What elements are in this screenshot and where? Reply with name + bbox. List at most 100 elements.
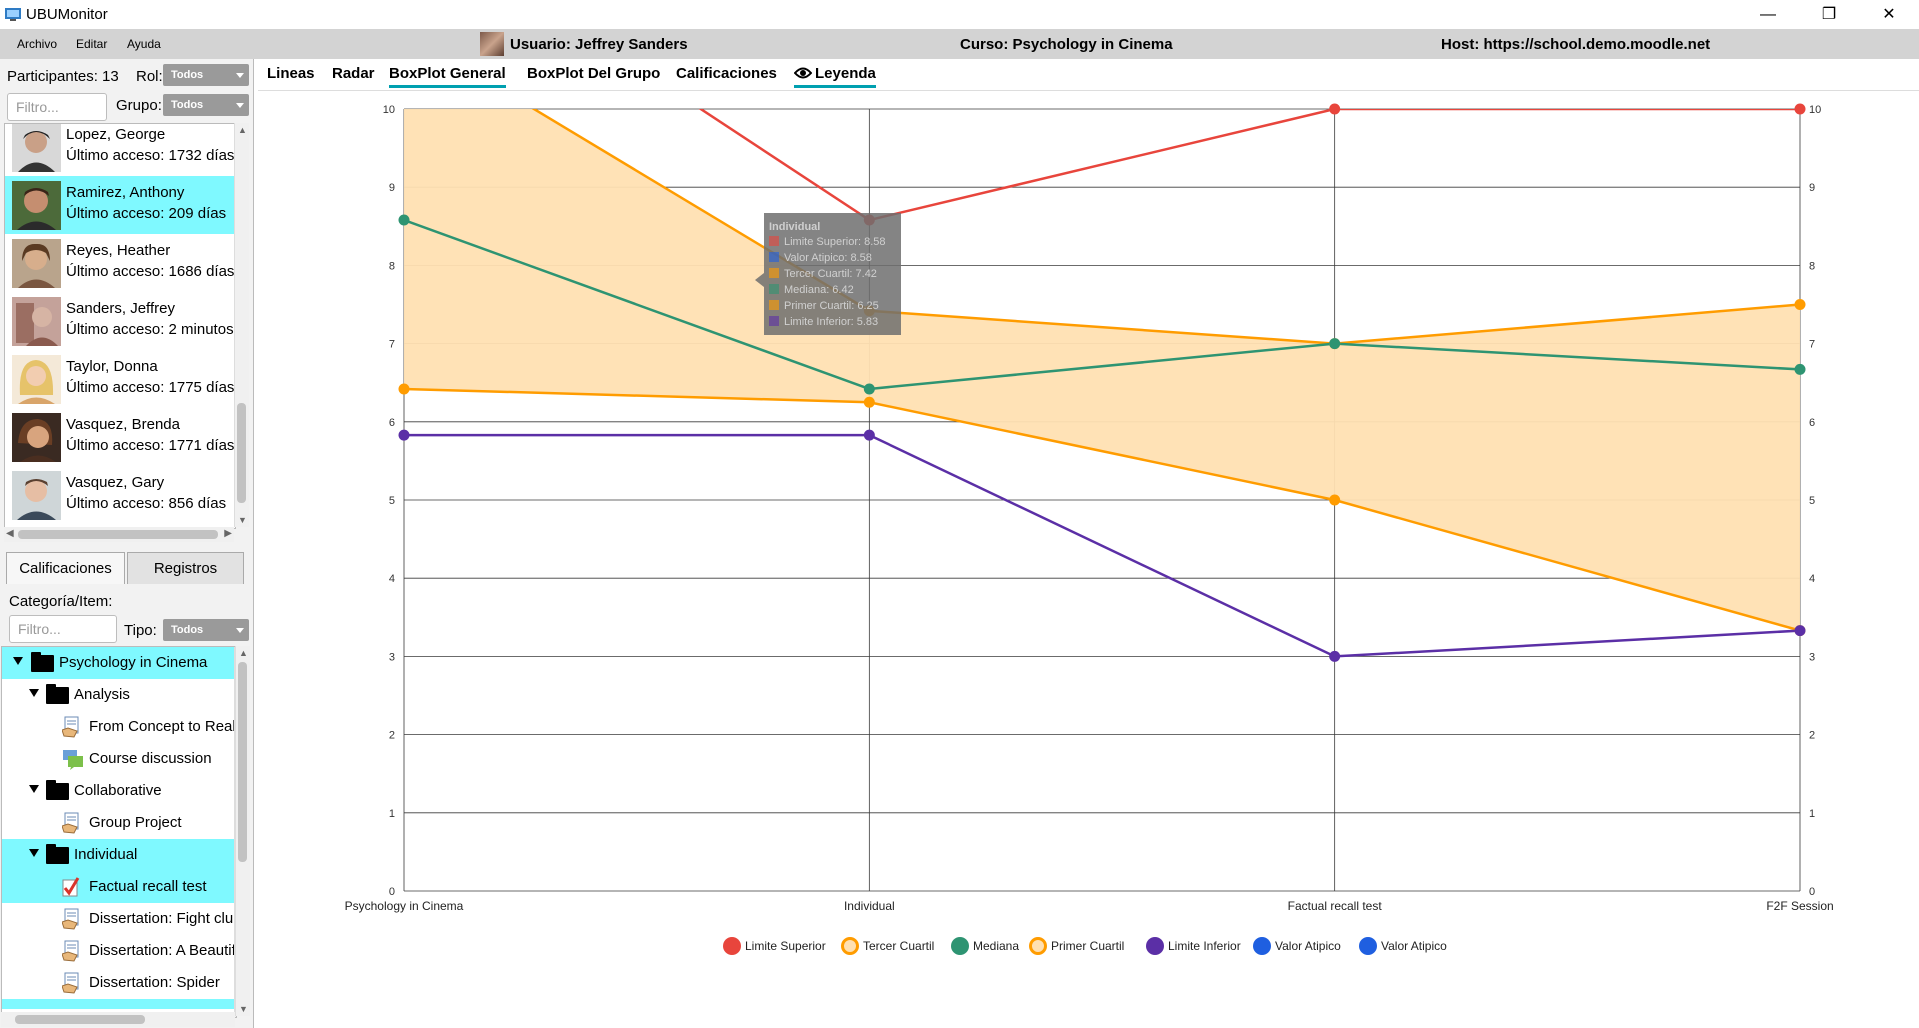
legend-marker bbox=[1359, 937, 1377, 955]
avatar bbox=[12, 124, 61, 172]
y-tick-label: 0 bbox=[389, 886, 395, 898]
tree-item-assignment[interactable]: Dissertation: Spider bbox=[2, 967, 236, 999]
y-tick-label: 7 bbox=[1809, 339, 1815, 351]
legend-marker bbox=[1029, 937, 1047, 955]
list-item-user[interactable]: Sanders, Jeffrey Último acceso: 2 minuto… bbox=[5, 292, 235, 350]
user-name: Vasquez, Gary bbox=[66, 474, 165, 491]
assignment-icon bbox=[62, 972, 79, 994]
tree-item-forum[interactable]: Course discussion bbox=[2, 743, 236, 775]
tree-item-category[interactable]: Individual bbox=[2, 839, 236, 871]
participants-vertical-scrollbar[interactable]: ▲ ▼ bbox=[234, 123, 249, 527]
tree-item-label: Individual bbox=[74, 846, 138, 863]
list-item-user[interactable]: Reyes, Heather Último acceso: 1686 días bbox=[5, 234, 235, 292]
data-point bbox=[1329, 494, 1341, 506]
avatar bbox=[12, 413, 61, 462]
scroll-up-icon[interactable]: ▲ bbox=[238, 125, 247, 135]
x-tick-label: Factual recall test bbox=[1288, 899, 1383, 913]
tooltip-item: Limite Superior: 8.58 bbox=[784, 236, 886, 248]
y-tick-label: 5 bbox=[1809, 495, 1815, 507]
list-item-user[interactable]: Lopez, George Último acceso: 1732 días bbox=[5, 124, 235, 176]
scrollbar-thumb[interactable] bbox=[15, 1015, 145, 1024]
data-point bbox=[863, 429, 875, 441]
close-button[interactable]: ✕ bbox=[1882, 6, 1896, 23]
user-last-access: Último acceso: 1775 días bbox=[66, 379, 235, 396]
data-point bbox=[1794, 103, 1806, 115]
y-tick-label: 7 bbox=[389, 339, 395, 351]
y-tick-label: 2 bbox=[389, 730, 395, 742]
assignment-icon bbox=[62, 812, 79, 834]
tab-boxplot-general[interactable]: BoxPlot General bbox=[389, 65, 506, 88]
scrollbar-thumb[interactable] bbox=[238, 662, 247, 862]
assignment-icon bbox=[62, 940, 79, 962]
maximize-button[interactable]: ❐ bbox=[1821, 6, 1837, 23]
list-item-user[interactable]: Ramirez, Anthony Último acceso: 209 días bbox=[5, 176, 235, 234]
legend-label: Limite Superior bbox=[745, 939, 826, 953]
scroll-down-icon[interactable]: ▼ bbox=[239, 1004, 248, 1014]
tree-item-assignment[interactable]: Dissertation: Fight clul bbox=[2, 903, 236, 935]
list-item-user[interactable]: Taylor, Donna Último acceso: 1775 días bbox=[5, 350, 235, 408]
tree-item-course[interactable]: Psychology in Cinema bbox=[2, 647, 236, 679]
tooltip-item: Limite Inferior: 5.83 bbox=[784, 316, 878, 328]
y-tick-label: 8 bbox=[1809, 260, 1815, 272]
tab-lineas[interactable]: Lineas bbox=[267, 65, 315, 82]
legend-marker bbox=[1146, 937, 1164, 955]
data-point bbox=[1794, 625, 1806, 637]
tree-item-assignment[interactable]: Dissertation: A Beautif bbox=[2, 935, 236, 967]
avatar bbox=[12, 239, 61, 288]
chevron-down-icon bbox=[236, 73, 244, 78]
expand-triangle-icon[interactable] bbox=[13, 657, 23, 665]
y-tick-label: 9 bbox=[1809, 182, 1815, 194]
scroll-right-icon[interactable]: ▶ bbox=[224, 528, 232, 539]
tab-calificaciones[interactable]: Calificaciones bbox=[676, 65, 777, 82]
list-item-user[interactable]: Vasquez, Gary Último acceso: 856 días bbox=[5, 466, 235, 524]
data-point bbox=[863, 396, 875, 408]
tree-item-assignment[interactable]: Group Project bbox=[2, 807, 236, 839]
tree-item-label: Analysis bbox=[74, 686, 130, 703]
participants-filter-input[interactable]: Filtro... bbox=[7, 93, 107, 121]
tab-radar[interactable]: Radar bbox=[332, 65, 375, 82]
tree-item-category[interactable]: Analysis bbox=[2, 679, 236, 711]
tab-registros[interactable]: Registros bbox=[127, 552, 244, 584]
expand-triangle-icon[interactable] bbox=[29, 785, 39, 793]
line-limite-inferior bbox=[404, 433, 1800, 658]
scroll-left-icon[interactable]: ◀ bbox=[6, 528, 14, 539]
tree-horizontal-scrollbar[interactable] bbox=[1, 1012, 235, 1027]
user-name: Lopez, George bbox=[66, 126, 166, 143]
tooltip-item: Primer Cuartil: 6.25 bbox=[784, 300, 879, 312]
tree-item-quiz[interactable]: Factual recall test bbox=[2, 871, 236, 903]
tree-item-category[interactable]: Collaborative bbox=[2, 775, 236, 807]
list-item-user[interactable]: Vasquez, Brenda Último acceso: 1771 días bbox=[5, 408, 235, 466]
legend-label: Tercer Cuartil bbox=[863, 939, 934, 953]
participants-horizontal-scrollbar[interactable]: ◀ ▶ bbox=[4, 527, 234, 542]
scrollbar-thumb[interactable] bbox=[18, 530, 218, 539]
expand-triangle-icon[interactable] bbox=[29, 689, 39, 697]
legend-marker bbox=[951, 937, 969, 955]
group-select[interactable]: Todos bbox=[163, 94, 249, 116]
header-host: Host: https://school.demo.moodle.net bbox=[1441, 36, 1711, 53]
role-select[interactable]: Todos bbox=[163, 64, 249, 86]
legend-marker bbox=[841, 937, 859, 955]
expand-triangle-icon[interactable] bbox=[29, 849, 39, 857]
scrollbar-thumb[interactable] bbox=[237, 403, 246, 503]
type-select[interactable]: Todos bbox=[163, 619, 249, 641]
menu-archivo[interactable]: Archivo bbox=[17, 37, 58, 51]
menu-editar[interactable]: Editar bbox=[76, 37, 108, 51]
grades-filter-input[interactable]: Filtro... bbox=[9, 615, 117, 643]
chevron-down-icon bbox=[236, 103, 244, 108]
scroll-down-icon[interactable]: ▼ bbox=[238, 515, 247, 525]
x-tick-label: F2F Session bbox=[1766, 899, 1833, 913]
tab-boxplot-del-grupo[interactable]: BoxPlot Del Grupo bbox=[527, 65, 661, 82]
scroll-up-icon[interactable]: ▲ bbox=[239, 648, 248, 658]
tree-item-label: Psychology in Cinema bbox=[59, 654, 208, 671]
tab-leyenda[interactable]: Leyenda bbox=[794, 65, 876, 88]
data-point bbox=[398, 214, 410, 226]
tab-calificaciones[interactable]: Calificaciones bbox=[6, 552, 125, 584]
grade-item-tree: Psychology in Cinema Analysis From Conce… bbox=[1, 646, 237, 1018]
avatar bbox=[12, 355, 61, 404]
tree-item-partial[interactable] bbox=[2, 999, 236, 1009]
minimize-button[interactable]: — bbox=[1760, 6, 1776, 23]
menu-ayuda[interactable]: Ayuda bbox=[127, 37, 161, 51]
tree-item-assignment[interactable]: From Concept to Real bbox=[2, 711, 236, 743]
tree-vertical-scrollbar[interactable]: ▲ ▼ bbox=[235, 646, 250, 1016]
